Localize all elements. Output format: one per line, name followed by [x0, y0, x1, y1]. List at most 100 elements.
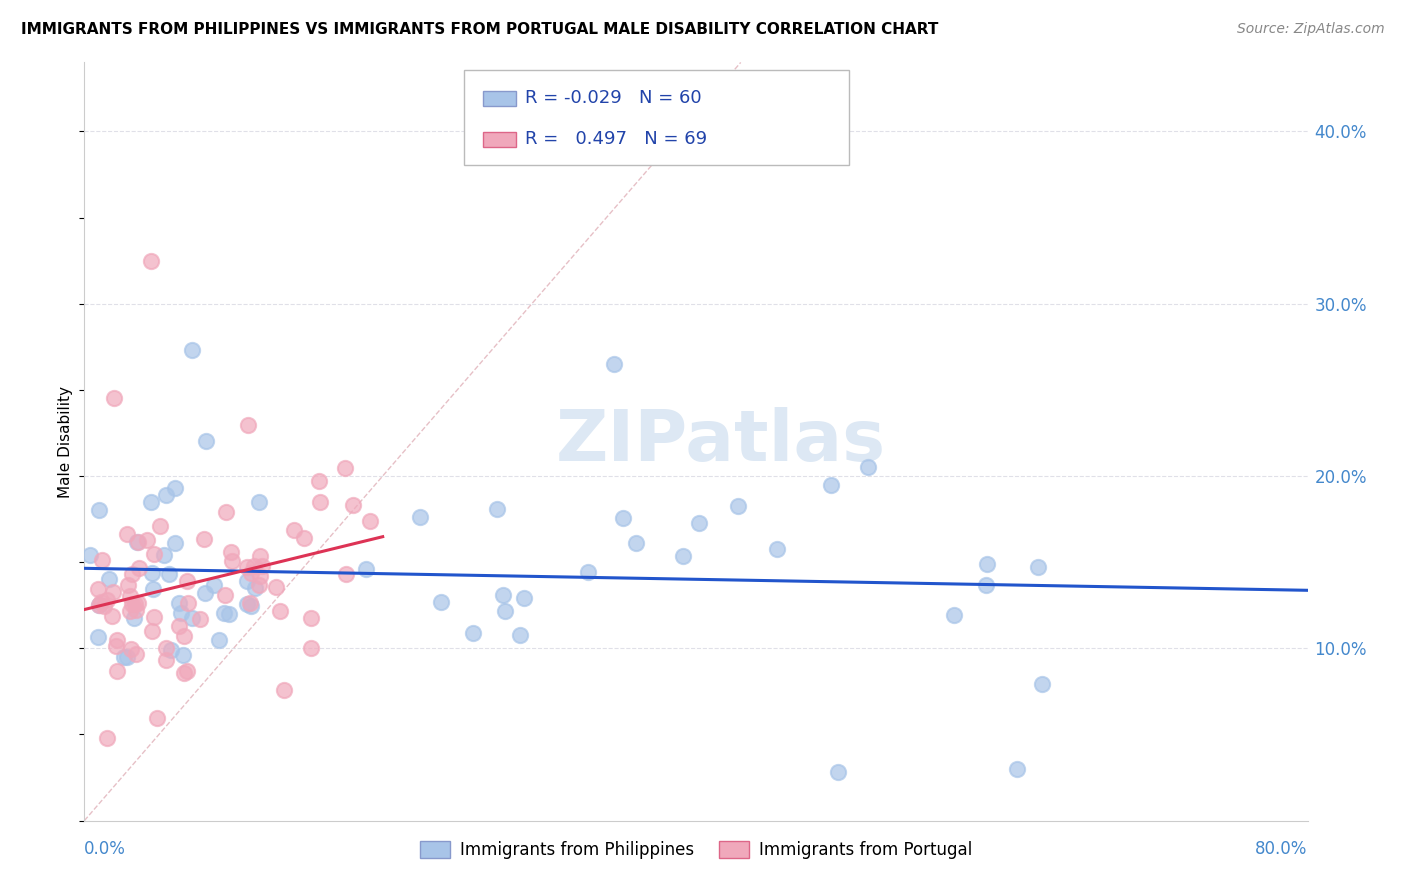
Point	[152, 548, 174, 562]
Point	[86, 630, 108, 644]
Point	[120, 589, 142, 603]
Point	[512, 591, 534, 605]
Point	[492, 588, 515, 602]
Point	[1026, 560, 1049, 574]
Point	[342, 498, 364, 512]
Point	[118, 604, 141, 618]
Point	[688, 516, 710, 531]
Point	[157, 566, 180, 581]
Point	[127, 596, 149, 610]
Point	[107, 664, 129, 678]
Text: R = -0.029   N = 60: R = -0.029 N = 60	[524, 89, 702, 107]
Point	[101, 609, 124, 624]
Text: 0.0%: 0.0%	[84, 839, 127, 857]
Point	[249, 578, 271, 592]
Point	[218, 607, 240, 621]
Point	[269, 604, 291, 618]
Point	[727, 499, 749, 513]
Point	[172, 648, 194, 662]
Text: IMMIGRANTS FROM PHILIPPINES VS IMMIGRANTS FROM PORTUGAL MALE DISABILITY CORRELAT: IMMIGRANTS FROM PHILIPPINES VS IMMIGRANT…	[21, 22, 938, 37]
Point	[976, 558, 998, 572]
Point	[127, 535, 149, 549]
Point	[128, 560, 150, 574]
Point	[139, 494, 162, 508]
Point	[299, 641, 322, 656]
Point	[136, 533, 159, 547]
Point	[236, 560, 259, 574]
Point	[236, 574, 259, 588]
Point	[180, 343, 202, 358]
Point	[766, 541, 789, 556]
Point	[576, 565, 599, 579]
Point	[103, 392, 125, 406]
Point	[142, 547, 165, 561]
Point	[103, 585, 125, 599]
Point	[1031, 676, 1053, 690]
Point	[827, 765, 849, 780]
Point	[195, 434, 218, 448]
Point	[494, 604, 516, 618]
Point	[603, 357, 626, 371]
Point	[89, 598, 111, 612]
Point	[333, 461, 356, 475]
Text: Source: ZipAtlas.com: Source: ZipAtlas.com	[1237, 22, 1385, 37]
Point	[239, 595, 262, 609]
Point	[98, 572, 121, 586]
Point	[112, 649, 135, 664]
Point	[122, 611, 145, 625]
Point	[105, 640, 128, 654]
Point	[141, 566, 163, 580]
Point	[176, 574, 198, 588]
Point	[105, 633, 128, 648]
Point	[214, 505, 236, 519]
Point	[221, 554, 243, 568]
Point	[125, 534, 148, 549]
Point	[236, 417, 259, 432]
FancyBboxPatch shape	[484, 91, 516, 106]
Point	[208, 632, 231, 647]
Point	[354, 562, 377, 576]
Point	[149, 519, 172, 533]
Point	[142, 610, 165, 624]
Text: 80.0%: 80.0%	[1256, 839, 1308, 857]
Point	[141, 253, 163, 268]
Point	[243, 558, 266, 573]
Point	[125, 647, 148, 661]
Point	[214, 606, 236, 620]
Point	[214, 588, 236, 602]
Point	[159, 643, 181, 657]
Point	[176, 665, 198, 679]
Point	[463, 626, 485, 640]
Point	[624, 536, 647, 550]
Point	[236, 597, 259, 611]
Point	[672, 549, 695, 563]
Point	[79, 548, 101, 562]
Point	[91, 553, 114, 567]
Y-axis label: Male Disability: Male Disability	[58, 385, 73, 498]
Point	[155, 640, 177, 655]
Point	[141, 624, 163, 638]
Point	[96, 592, 118, 607]
Point	[486, 502, 509, 516]
Point	[120, 642, 142, 657]
Point	[155, 653, 177, 667]
Point	[240, 599, 263, 613]
Point	[240, 566, 263, 581]
Point	[249, 549, 271, 564]
Point	[283, 523, 305, 537]
Point	[146, 711, 169, 725]
Point	[167, 596, 190, 610]
Point	[612, 511, 634, 525]
Point	[273, 683, 295, 698]
Point	[266, 580, 288, 594]
Point	[974, 577, 997, 591]
Point	[155, 488, 177, 502]
Point	[177, 596, 200, 610]
Point	[243, 582, 266, 596]
Point	[856, 460, 879, 475]
Point	[193, 532, 215, 546]
Point	[252, 558, 274, 573]
Point	[509, 628, 531, 642]
Point	[115, 650, 138, 665]
Point	[87, 582, 110, 596]
